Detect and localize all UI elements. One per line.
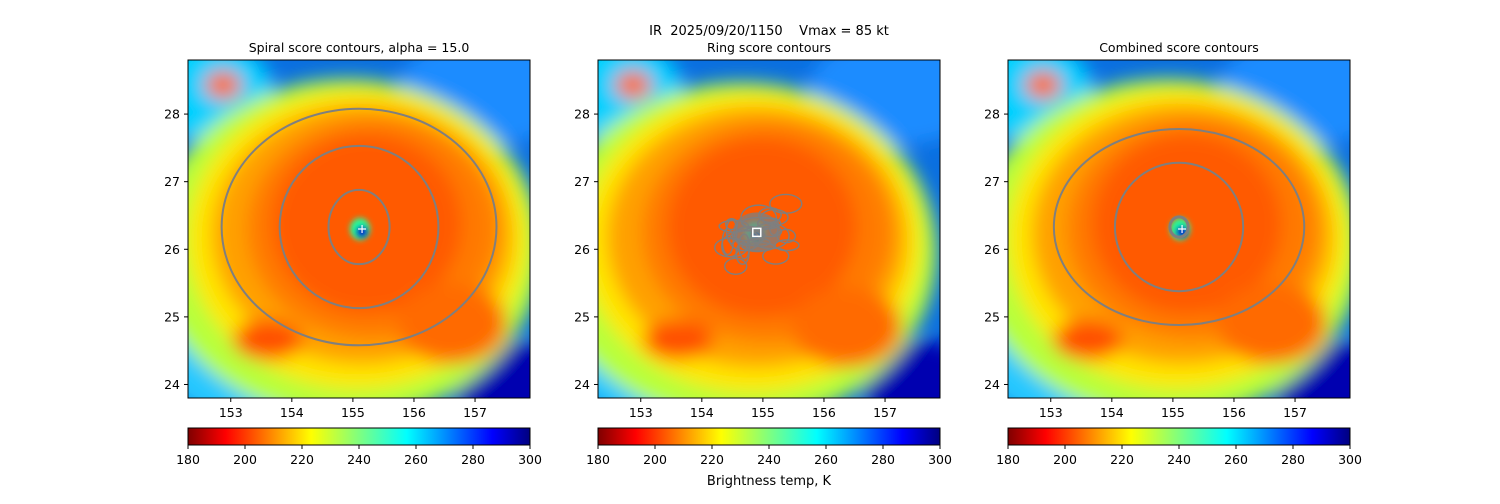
panel-ring: Ring score contours 153 154 155 156 157 24 25 26… <box>574 40 952 467</box>
colorbar-tick-label: 220 <box>290 452 314 467</box>
score-contours <box>1052 127 1306 327</box>
ir-image <box>1008 60 1350 398</box>
colorbar-tick-label: 200 <box>233 452 257 467</box>
contour-level-3 <box>1052 127 1306 327</box>
colorbar-tick-label: 180 <box>176 452 200 467</box>
panel-spiral: Spiral score contours, alpha = 15.0 153 15… <box>164 40 542 467</box>
panel-combined: Combined score contours 153 154 155 156 157 24… <box>984 40 1362 467</box>
colorbar-tick-label: 260 <box>404 452 428 467</box>
colorbar-tick-label: 300 <box>928 452 952 467</box>
colorbar-tick-label: 240 <box>757 452 781 467</box>
y-tick-label: 24 <box>984 377 1000 392</box>
colorbar-tick-label: 200 <box>643 452 667 467</box>
y-tick-label: 25 <box>164 309 180 324</box>
plot-frame <box>187 59 531 399</box>
x-tick-label: 155 <box>1161 405 1185 420</box>
colorbar-tick-label: 220 <box>700 452 724 467</box>
x-tick-label: 157 <box>1283 405 1307 420</box>
x-tick-label: 155 <box>341 405 365 420</box>
contour-level-3 <box>220 107 498 347</box>
colorbar <box>1007 427 1351 446</box>
x-tick-label: 154 <box>1100 405 1124 420</box>
colorbar-tick-label: 220 <box>1110 452 1134 467</box>
x-tick-label: 154 <box>690 405 714 420</box>
colorbar <box>187 427 531 446</box>
y-tick-label: 26 <box>984 242 1000 257</box>
score-contours <box>220 107 498 347</box>
ir-image <box>188 60 530 398</box>
x-tick-label: 153 <box>1039 405 1063 420</box>
y-tick-label: 27 <box>164 174 180 189</box>
colorbar-label: Brightness temp, K <box>707 474 832 489</box>
colorbar-tick-label: 280 <box>461 452 485 467</box>
y-tick-label: 28 <box>164 107 180 122</box>
y-tick-label: 24 <box>164 377 180 392</box>
y-tick-label: 28 <box>984 107 1000 122</box>
y-tick-label: 27 <box>574 174 590 189</box>
panel-title: Combined score contours <box>1099 40 1259 55</box>
y-tick-label: 26 <box>164 242 180 257</box>
colorbar-tick-label: 200 <box>1053 452 1077 467</box>
contour-level-2 <box>1113 161 1245 293</box>
center-marker <box>752 227 762 238</box>
colorbar-tick-label: 180 <box>586 452 610 467</box>
y-tick-label: 25 <box>984 309 1000 324</box>
colorbar-tick-label: 180 <box>996 452 1020 467</box>
x-tick-label: 153 <box>219 405 243 420</box>
x-tick-label: 154 <box>280 405 304 420</box>
panel-title: Ring score contours <box>707 40 831 55</box>
x-tick-label: 155 <box>751 405 775 420</box>
colorbar-tick-label: 300 <box>518 452 542 467</box>
plot-frame <box>1007 59 1351 399</box>
x-tick-label: 156 <box>402 405 426 420</box>
x-tick-label: 156 <box>812 405 836 420</box>
suptitle: IR 2025/09/20/1150 Vmax = 85 kt <box>649 24 889 39</box>
y-tick-label: 25 <box>574 309 590 324</box>
colorbar-tick-label: 260 <box>814 452 838 467</box>
x-tick-label: 157 <box>873 405 897 420</box>
colorbar-tick-label: 240 <box>1167 452 1191 467</box>
y-tick-label: 24 <box>574 377 590 392</box>
center-marker <box>1178 225 1187 233</box>
contour-level-1 <box>1168 215 1190 239</box>
contour-level-2 <box>278 144 440 310</box>
x-tick-label: 153 <box>629 405 653 420</box>
score-contours <box>714 193 803 275</box>
y-tick-label: 27 <box>984 174 1000 189</box>
x-tick-label: 157 <box>463 405 487 420</box>
center-marker <box>358 225 367 233</box>
y-tick-label: 26 <box>574 242 590 257</box>
x-tick-label: 156 <box>1222 405 1246 420</box>
colorbar-tick-label: 300 <box>1338 452 1362 467</box>
colorbar-tick-label: 260 <box>1224 452 1248 467</box>
colorbar <box>597 427 941 446</box>
contour-level-1 <box>327 188 391 266</box>
plot-frame <box>597 59 941 399</box>
colorbar-tick-label: 240 <box>347 452 371 467</box>
panel-title: Spiral score contours, alpha = 15.0 <box>249 40 470 55</box>
colorbar-tick-label: 280 <box>1281 452 1305 467</box>
y-tick-label: 28 <box>574 107 590 122</box>
colorbar-tick-label: 280 <box>871 452 895 467</box>
